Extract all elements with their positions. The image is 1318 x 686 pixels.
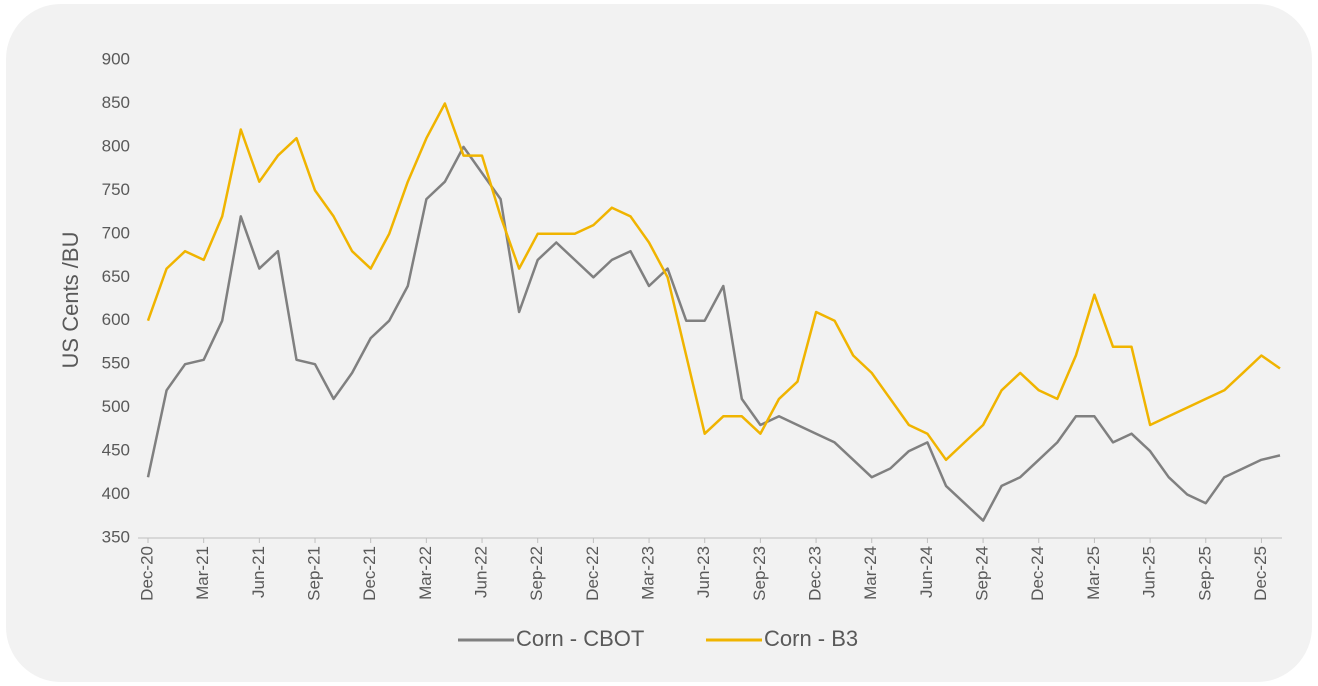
x-tick-label: Dec-22: [583, 546, 602, 601]
x-tick-label: Sep-25: [1195, 546, 1214, 601]
x-tick-label: Sep-23: [750, 546, 769, 601]
x-tick-label: Mar-24: [861, 546, 880, 600]
x-tick-label: Dec-20: [137, 546, 156, 601]
x-tick-label: Dec-24: [1028, 546, 1047, 601]
x-tick-label: Jun-25: [1140, 546, 1159, 598]
x-tick-label: Jun-23: [694, 546, 713, 598]
x-tick-label: Sep-21: [305, 546, 324, 601]
x-tick-label: Jun-22: [472, 546, 491, 598]
y-tick-label: 800: [102, 136, 130, 155]
y-tick-label: 900: [102, 49, 130, 68]
series-line: [146, 102, 1281, 462]
y-tick-label: 750: [102, 180, 130, 199]
x-tick-label: Jun-21: [249, 546, 268, 598]
x-tick-label: Jun-24: [917, 546, 936, 598]
x-tick-label: Dec-25: [1251, 546, 1270, 601]
x-tick-label: Mar-21: [193, 546, 212, 600]
x-tick-label: Dec-21: [360, 546, 379, 601]
panel: [6, 4, 1312, 682]
x-tick-label: Sep-22: [527, 546, 546, 601]
y-tick-label: 350: [102, 527, 130, 546]
y-axis-label: US Cents /BU: [58, 232, 83, 369]
y-tick-label: 700: [102, 223, 130, 242]
x-tick-label: Dec-23: [806, 546, 825, 601]
x-tick-label: Mar-23: [639, 546, 658, 600]
y-tick-label: 850: [102, 93, 130, 112]
y-tick-label: 400: [102, 484, 130, 503]
x-tick-label: Mar-22: [416, 546, 435, 600]
y-tick-label: 600: [102, 310, 130, 329]
legend-label: Corn - CBOT: [516, 626, 644, 651]
x-tick-label: Sep-24: [973, 546, 992, 601]
y-tick-label: 500: [102, 397, 130, 416]
series-line: [146, 145, 1281, 522]
legend-label: Corn - B3: [764, 626, 858, 651]
y-tick-label: 650: [102, 267, 130, 286]
x-tick-label: Mar-25: [1084, 546, 1103, 600]
y-tick-label: 550: [102, 354, 130, 373]
y-tick-label: 450: [102, 441, 130, 460]
